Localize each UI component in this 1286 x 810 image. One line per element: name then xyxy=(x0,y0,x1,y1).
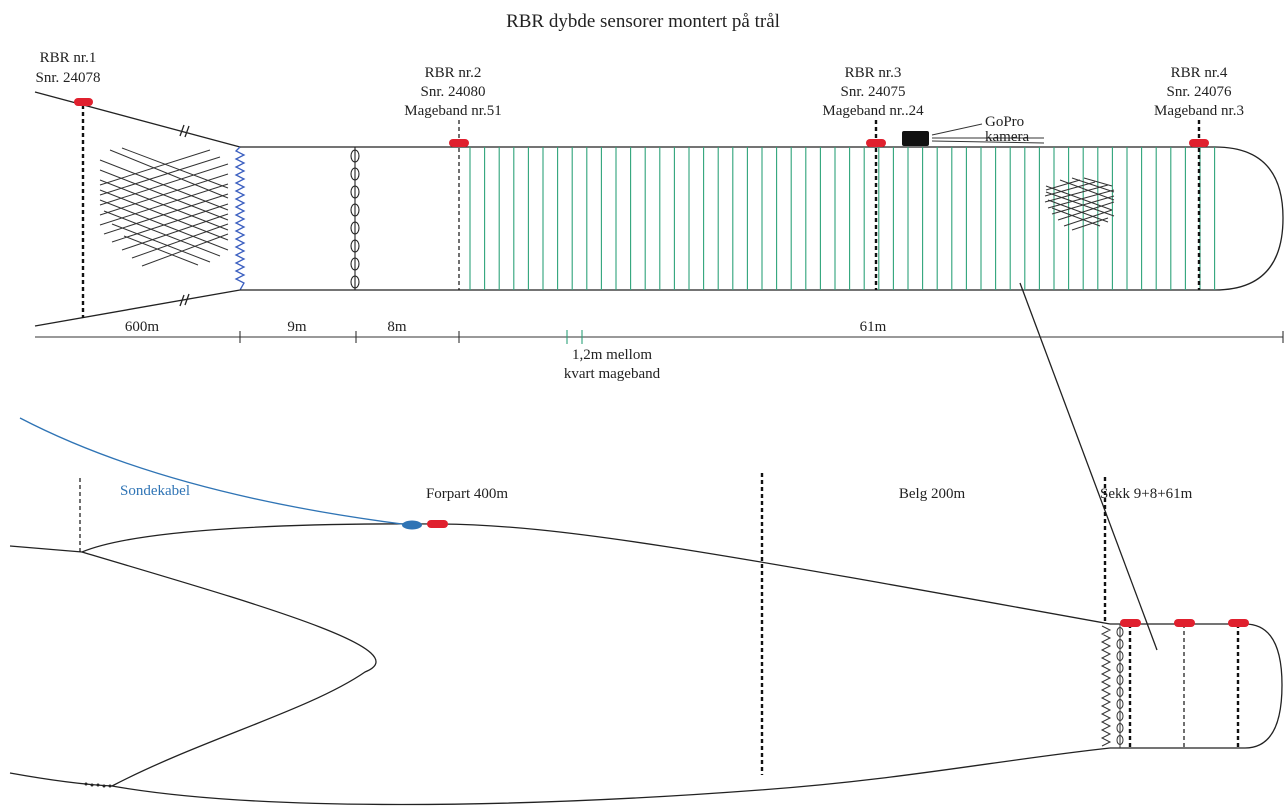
svg-text:RBR nr.2: RBR nr.2 xyxy=(425,65,482,81)
break-mark-upper xyxy=(179,124,190,138)
sensor-4-label: RBR nr.4 Snr. 24076 Mageband nr.3 xyxy=(1154,65,1244,119)
sensor-2-marker xyxy=(449,139,469,147)
lower-sensor-marker-1 xyxy=(1120,619,1141,627)
sondekabel-line xyxy=(19,417,411,526)
dim-600m: 600m xyxy=(125,319,160,335)
detail-connector-line xyxy=(1019,282,1158,651)
sensor-3-marker xyxy=(866,139,886,147)
svg-text:RBR nr.1: RBR nr.1 xyxy=(40,50,97,66)
sensor-2-label: RBR nr.2 Snr. 24080 Mageband nr.51 xyxy=(404,65,501,119)
dim-8m: 8m xyxy=(387,319,407,335)
spacing-note-line2: kvart mageband xyxy=(564,366,661,382)
gopro-label-line2: kamera xyxy=(985,129,1029,145)
dimension-axis xyxy=(35,330,1284,344)
front-mesh-pattern xyxy=(99,147,229,267)
svg-text:Mageband nr..24: Mageband nr..24 xyxy=(822,103,924,119)
sensor-4-marker xyxy=(1189,139,1209,147)
lower-ring-chain xyxy=(1116,624,1124,748)
svg-text:Snr. 24076: Snr. 24076 xyxy=(1166,84,1232,100)
mageband-lines xyxy=(469,147,1216,290)
section-belg-label: Belg 200m xyxy=(899,486,966,502)
gopro-label-line1: GoPro xyxy=(985,114,1024,130)
footrope-dots xyxy=(84,782,112,788)
sondekabel-label: Sondekabel xyxy=(120,483,190,499)
svg-text:Mageband nr.51: Mageband nr.51 xyxy=(404,103,501,119)
svg-text:RBR nr.3: RBR nr.3 xyxy=(845,65,902,81)
lower-wing-line xyxy=(34,289,241,327)
net-lower-outline xyxy=(9,747,1111,806)
sensor-1-marker xyxy=(74,98,93,106)
sondekabel-probe-marker xyxy=(402,520,422,530)
sensor-1-label: RBR nr.1 Snr. 24078 xyxy=(35,50,100,86)
svg-text:Snr. 24080: Snr. 24080 xyxy=(420,84,485,100)
dim-9m: 9m xyxy=(287,319,307,335)
zigzag-joint xyxy=(234,146,246,291)
svg-text:Snr. 24075: Snr. 24075 xyxy=(840,84,905,100)
svg-text:Mageband nr.3: Mageband nr.3 xyxy=(1154,103,1244,119)
sensor-3-label: RBR nr.3 Snr. 24075 Mageband nr..24 xyxy=(822,65,924,119)
net-inner-wing-curve xyxy=(81,551,377,787)
upper-trawl-diagram: GoPro kamera RBR nr.1 Snr. 24078 RBR nr.… xyxy=(34,50,1284,382)
rear-mesh-pattern xyxy=(1044,177,1115,231)
break-mark-lower xyxy=(179,293,190,307)
spacing-note-line1: 1,2m mellom xyxy=(572,347,652,363)
ring-chain xyxy=(350,147,360,290)
lower-codend-outline xyxy=(1110,623,1283,749)
lower-trawl-diagram: Sondekabel Forpart 400m Belg 200m Sekk 9… xyxy=(9,417,1283,806)
section-sekk-label: Sekk 9+8+61m xyxy=(1100,486,1193,502)
gopro-camera-icon xyxy=(902,131,929,146)
codend-outline xyxy=(240,146,1284,291)
lower-sensor-marker-3 xyxy=(1228,619,1249,627)
net-upper-outline xyxy=(9,523,1111,625)
lower-sensor-marker-2 xyxy=(1174,619,1195,627)
dim-61m: 61m xyxy=(860,319,887,335)
svg-text:Snr. 24078: Snr. 24078 xyxy=(35,70,100,86)
upper-wing-line xyxy=(34,91,241,148)
gopro-leader-lines xyxy=(931,123,1045,144)
section-forpart-label: Forpart 400m xyxy=(426,486,508,502)
lower-sensor-marker-headrope xyxy=(427,520,448,528)
svg-text:RBR nr.4: RBR nr.4 xyxy=(1171,65,1228,81)
lower-zigzag xyxy=(1100,625,1112,747)
diagram-title: RBR dybde sensorer montert på trål xyxy=(506,11,780,32)
